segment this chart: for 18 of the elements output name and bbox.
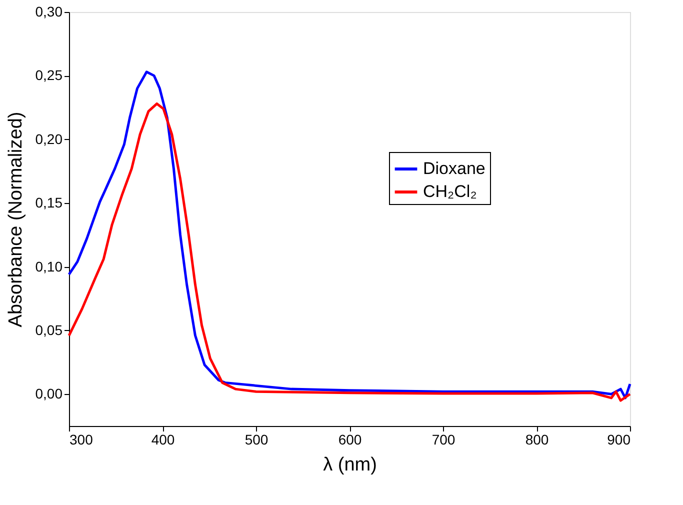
y-tick-label: 0,05 [35, 322, 63, 338]
y-tick-label: 0,30 [35, 4, 63, 20]
x-axis-title: λ (nm) [323, 454, 377, 476]
x-tick-label: 600 [338, 432, 362, 448]
x-tick-label: 900 [607, 432, 631, 448]
y-tick-label: 0,10 [35, 258, 63, 274]
y-tick-label: 0,15 [35, 194, 63, 211]
x-tick-label: 400 [151, 432, 175, 448]
y-axis-title: Absorbance (Normalized) [5, 112, 26, 328]
x-tick-label: 300 [70, 432, 94, 448]
x-tick-label: 500 [244, 432, 268, 448]
legend-label: Dioxane [423, 159, 486, 178]
y-tick-label: 0,20 [35, 130, 63, 147]
x-tick-label: 700 [432, 432, 456, 448]
x-tick-label: 800 [525, 432, 549, 448]
y-tick-label: 0,25 [35, 67, 63, 84]
y-tick-label: 0,00 [35, 386, 63, 402]
legend-label: CH₂Cl₂ [423, 182, 477, 201]
